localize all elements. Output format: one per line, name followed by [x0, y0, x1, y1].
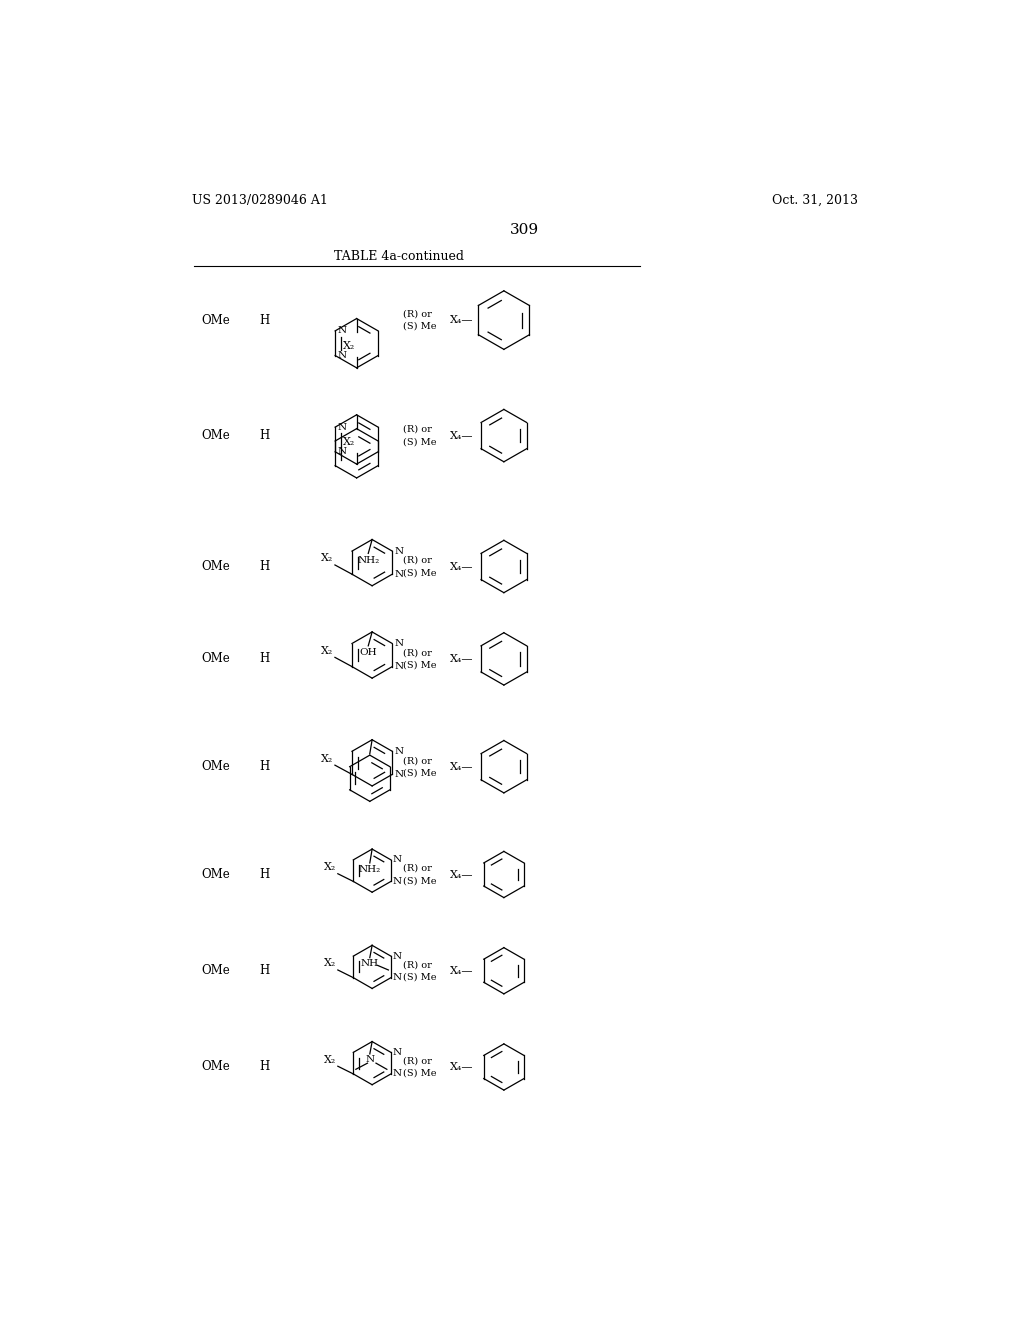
Text: X₄—: X₄— [450, 430, 473, 441]
Text: N: N [392, 952, 401, 961]
Text: N: N [338, 351, 346, 360]
Text: OMe: OMe [202, 560, 230, 573]
Text: N: N [394, 570, 403, 578]
Text: H: H [260, 964, 270, 977]
Text: X₂: X₂ [322, 553, 334, 564]
Text: N: N [394, 770, 403, 779]
Text: (S) Me: (S) Me [403, 568, 436, 577]
Text: N: N [338, 447, 346, 457]
Text: (R) or: (R) or [403, 960, 432, 969]
Text: (S) Me: (S) Me [403, 322, 436, 331]
Text: H: H [260, 1060, 270, 1073]
Text: NH₂: NH₂ [357, 556, 379, 565]
Text: (R) or: (R) or [403, 309, 432, 318]
Text: OMe: OMe [202, 869, 230, 880]
Text: US 2013/0289046 A1: US 2013/0289046 A1 [191, 194, 328, 207]
Text: X₄—: X₄— [450, 966, 473, 975]
Text: (R) or: (R) or [403, 863, 432, 873]
Text: N: N [392, 876, 401, 886]
Text: N: N [394, 546, 403, 556]
Text: (S) Me: (S) Me [403, 973, 436, 981]
Text: H: H [260, 560, 270, 573]
Text: X₄—: X₄— [450, 870, 473, 879]
Text: OMe: OMe [202, 760, 230, 774]
Text: (R) or: (R) or [403, 425, 432, 434]
Text: N: N [394, 639, 403, 648]
Text: (S) Me: (S) Me [403, 1069, 436, 1077]
Text: OMe: OMe [202, 314, 230, 326]
Text: OMe: OMe [202, 429, 230, 442]
Text: X₂: X₂ [324, 1055, 336, 1065]
Text: (S) Me: (S) Me [403, 437, 436, 446]
Text: N: N [394, 663, 403, 671]
Text: OMe: OMe [202, 652, 230, 665]
Text: H: H [260, 429, 270, 442]
Text: H: H [260, 869, 270, 880]
Text: X₂: X₂ [343, 341, 355, 351]
Text: (R) or: (R) or [403, 756, 432, 766]
Text: N: N [392, 1069, 401, 1078]
Text: N: N [366, 1056, 375, 1064]
Text: N: N [392, 973, 401, 982]
Text: (R) or: (R) or [403, 556, 432, 565]
Text: TABLE 4a-continued: TABLE 4a-continued [334, 251, 464, 264]
Text: N: N [392, 1048, 401, 1057]
Text: OH: OH [359, 648, 377, 657]
Text: X₄—: X₄— [450, 315, 473, 325]
Text: 309: 309 [510, 223, 540, 238]
Text: (S) Me: (S) Me [403, 660, 436, 669]
Text: X₄—: X₄— [450, 762, 473, 772]
Text: N: N [392, 855, 401, 865]
Text: NH₂: NH₂ [358, 866, 381, 874]
Text: (S) Me: (S) Me [403, 876, 436, 886]
Text: X₄—: X₄— [450, 1063, 473, 1072]
Text: OMe: OMe [202, 964, 230, 977]
Text: X₂: X₂ [322, 754, 334, 763]
Text: N: N [394, 747, 403, 756]
Text: H: H [260, 652, 270, 665]
Text: X₄—: X₄— [450, 653, 473, 664]
Text: N: N [338, 422, 346, 432]
Text: X₂: X₂ [343, 437, 355, 447]
Text: X₂: X₂ [324, 958, 336, 969]
Text: (R) or: (R) or [403, 1056, 432, 1065]
Text: Oct. 31, 2013: Oct. 31, 2013 [772, 194, 858, 207]
Text: (S) Me: (S) Me [403, 768, 436, 777]
Text: NH: NH [360, 960, 379, 968]
Text: N: N [338, 326, 346, 335]
Text: OMe: OMe [202, 1060, 230, 1073]
Text: H: H [260, 314, 270, 326]
Text: H: H [260, 760, 270, 774]
Text: (R) or: (R) or [403, 648, 432, 657]
Text: X₂: X₂ [322, 645, 334, 656]
Text: X₄—: X₄— [450, 561, 473, 572]
Text: X₂: X₂ [324, 862, 336, 873]
